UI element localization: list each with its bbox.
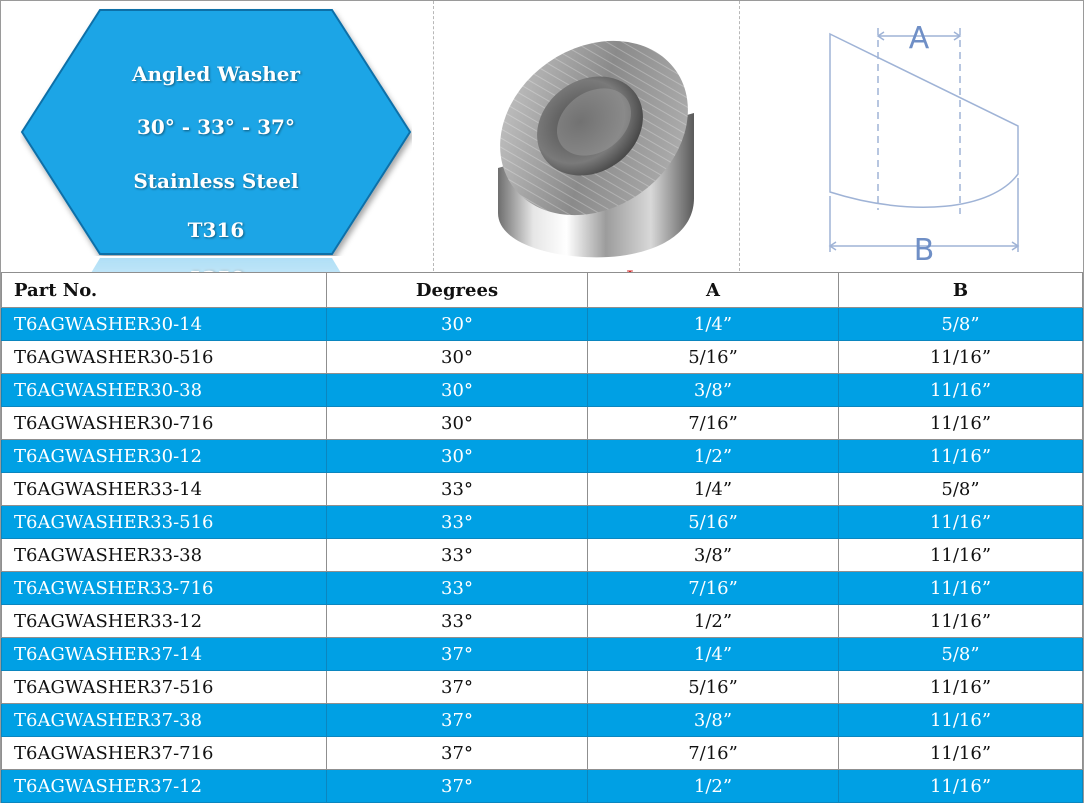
dimension-b-cell: 11/16”: [838, 604, 1083, 638]
badge-angles: 30° - 33° - 37°: [137, 115, 295, 139]
dimension-b-cell: 5/8”: [838, 472, 1083, 506]
dimension-a-cell: 1/2”: [587, 604, 839, 638]
table-row: T6AGWASHER33-716 33° 7/16” 11/16”: [1, 571, 1083, 605]
degrees-cell: 30°: [326, 307, 588, 341]
dimension-a-cell: 1/4”: [587, 637, 839, 671]
header-panel: [1, 1, 1082, 271]
dimension-b-cell: 11/16”: [838, 505, 1083, 539]
dimension-b-cell: 11/16”: [838, 373, 1083, 407]
part-number-cell: T6AGWASHER33-38: [1, 538, 327, 572]
degrees-cell: 33°: [326, 472, 588, 506]
dimension-a-cell: 7/16”: [587, 736, 839, 770]
table-row: T6AGWASHER33-38 33° 3/8” 11/16”: [1, 538, 1083, 572]
table-row: T6AGWASHER37-516 37° 5/16” 11/16”: [1, 670, 1083, 704]
degrees-cell: 30°: [326, 439, 588, 473]
table-row: T6AGWASHER37-12 37° 1/2” 11/16”: [1, 769, 1083, 803]
dimension-b-cell: 11/16”: [838, 538, 1083, 572]
dimension-a-label: A: [909, 21, 930, 56]
part-spec-table: Part No. Degrees A B T6AGWASHER30-14 30° 1…: [1, 272, 1083, 803]
part-number-cell: T6AGWASHER30-716: [1, 406, 327, 440]
column-header-degrees: Degrees: [326, 272, 588, 308]
degrees-cell: 33°: [326, 571, 588, 605]
dimension-a-cell: 7/16”: [587, 571, 839, 605]
badge-material: Stainless Steel: [133, 169, 299, 193]
header-divider: [433, 1, 434, 271]
dimension-a-cell: 5/16”: [587, 670, 839, 704]
table-header-row: Part No. Degrees A B: [1, 272, 1083, 308]
dimension-b-cell: 11/16”: [838, 703, 1083, 737]
dimension-a-cell: 1/4”: [587, 472, 839, 506]
dimension-b-cell: 11/16”: [838, 340, 1083, 374]
dimension-a-cell: 5/16”: [587, 340, 839, 374]
table-row: T6AGWASHER30-716 30° 7/16” 11/16”: [1, 406, 1083, 440]
dimension-drawing-icon: A B: [828, 21, 1020, 268]
dimension-b-cell: 5/8”: [838, 307, 1083, 341]
dimension-drawing: A B: [812, 14, 1032, 268]
part-number-cell: T6AGWASHER37-516: [1, 670, 327, 704]
degrees-cell: 37°: [326, 703, 588, 737]
part-number-cell: T6AGWASHER33-12: [1, 604, 327, 638]
degrees-cell: 33°: [326, 505, 588, 539]
part-number-cell: T6AGWASHER33-716: [1, 571, 327, 605]
part-number-cell: T6AGWASHER37-38: [1, 703, 327, 737]
degrees-cell: 37°: [326, 637, 588, 671]
title-hexagon-badge: Angled Washer 30° - 33° - 37° Stainless …: [20, 8, 412, 256]
header-divider: [739, 1, 740, 271]
degrees-cell: 30°: [326, 406, 588, 440]
part-number-cell: T6AGWASHER30-12: [1, 439, 327, 473]
badge-title: Angled Washer: [131, 62, 301, 86]
table-row: T6AGWASHER30-38 30° 3/8” 11/16”: [1, 373, 1083, 407]
part-number-cell: T6AGWASHER37-716: [1, 736, 327, 770]
degrees-cell: 30°: [326, 373, 588, 407]
dimension-a-cell: 3/8”: [587, 538, 839, 572]
table-row: T6AGWASHER33-12 33° 1/2” 11/16”: [1, 604, 1083, 638]
dimension-b-cell: 5/8”: [838, 637, 1083, 671]
dimension-a-cell: 5/16”: [587, 505, 839, 539]
degrees-cell: 37°: [326, 670, 588, 704]
dimension-b-cell: 11/16”: [838, 571, 1083, 605]
column-header-a: A: [587, 272, 839, 308]
part-number-cell: T6AGWASHER30-14: [1, 307, 327, 341]
table-row: T6AGWASHER33-516 33° 5/16” 11/16”: [1, 505, 1083, 539]
degrees-cell: 33°: [326, 604, 588, 638]
table-row: T6AGWASHER37-716 37° 7/16” 11/16”: [1, 736, 1083, 770]
table-row: T6AGWASHER30-516 30° 5/16” 11/16”: [1, 340, 1083, 374]
dimension-b-cell: 11/16”: [838, 769, 1083, 803]
degrees-cell: 33°: [326, 538, 588, 572]
hexagon-shape-icon: [20, 9, 412, 255]
angled-washer-photo: [490, 18, 702, 262]
degrees-cell: 30°: [326, 340, 588, 374]
part-number-cell: T6AGWASHER30-516: [1, 340, 327, 374]
degrees-cell: 37°: [326, 769, 588, 803]
dimension-b-cell: 11/16”: [838, 670, 1083, 704]
column-header-part-no: Part No.: [1, 272, 327, 308]
part-number-cell: T6AGWASHER33-516: [1, 505, 327, 539]
degrees-cell: 37°: [326, 736, 588, 770]
part-number-cell: T6AGWASHER30-38: [1, 373, 327, 407]
table-row: T6AGWASHER37-14 37° 1/4” 5/8”: [1, 637, 1083, 671]
part-number-cell: T6AGWASHER33-14: [1, 472, 327, 506]
dimension-b-cell: 11/16”: [838, 736, 1083, 770]
dimension-b-label: B: [914, 233, 935, 264]
dimension-b-cell: 11/16”: [838, 406, 1083, 440]
table-row: T6AGWASHER30-14 30° 1/4” 5/8”: [1, 307, 1083, 341]
table-row: T6AGWASHER33-14 33° 1/4” 5/8”: [1, 472, 1083, 506]
part-number-cell: T6AGWASHER37-12: [1, 769, 327, 803]
dimension-a-cell: 1/4”: [587, 307, 839, 341]
table-row: T6AGWASHER30-12 30° 1/2” 11/16”: [1, 439, 1083, 473]
table-row: T6AGWASHER37-38 37° 3/8” 11/16”: [1, 703, 1083, 737]
dimension-a-cell: 3/8”: [587, 373, 839, 407]
badge-grade: T316: [187, 218, 245, 242]
dimension-a-cell: 1/2”: [587, 769, 839, 803]
column-header-b: B: [838, 272, 1083, 308]
dimension-a-cell: 1/2”: [587, 439, 839, 473]
dimension-a-cell: 7/16”: [587, 406, 839, 440]
dimension-b-cell: 11/16”: [838, 439, 1083, 473]
dimension-a-cell: 3/8”: [587, 703, 839, 737]
angled-washer-photo-icon: [498, 40, 694, 258]
part-number-cell: T6AGWASHER37-14: [1, 637, 327, 671]
